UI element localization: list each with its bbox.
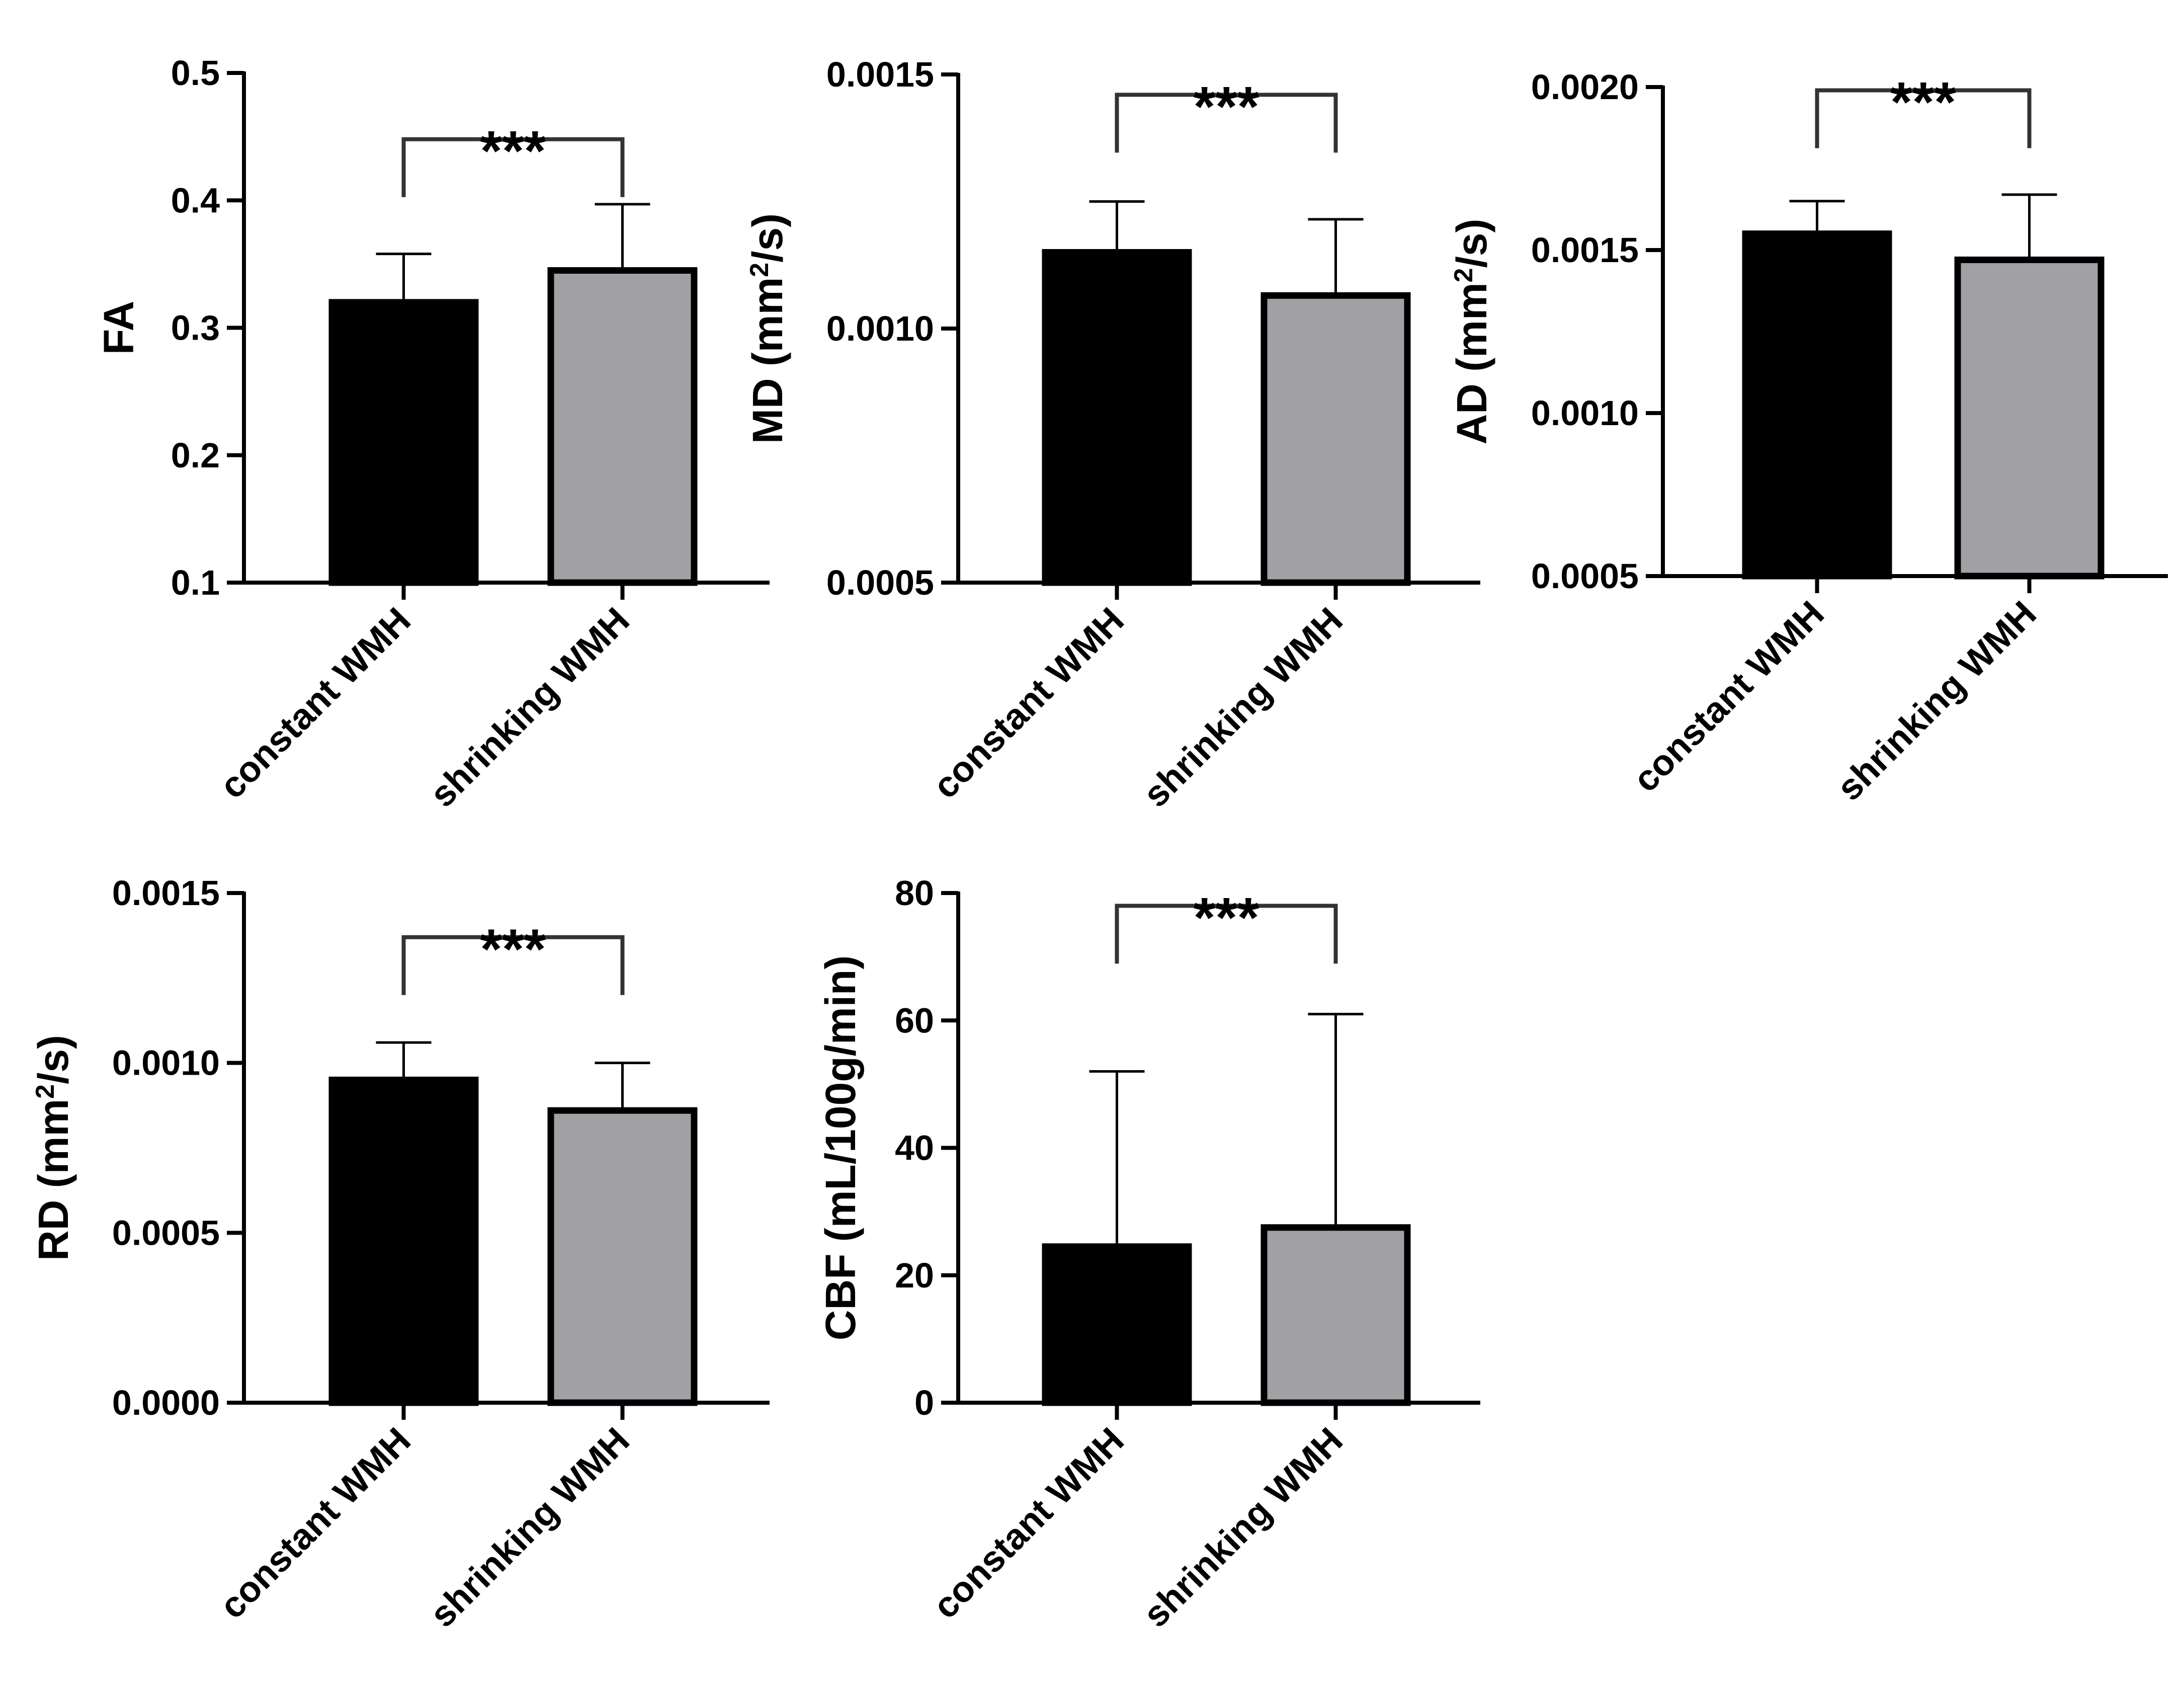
y-axis-title-main: MD (mm xyxy=(744,277,791,444)
y-tick-label: 0.0020 xyxy=(1531,67,1639,107)
y-axis-title-main: AD (mm xyxy=(1448,282,1495,444)
x-tick-label-constant-wmh: constant WMH xyxy=(212,600,418,806)
y-axis-title-superscript: 2 xyxy=(31,1084,60,1099)
x-tick-label-constant-wmh: constant WMH xyxy=(926,1420,1132,1627)
x-tick-label-constant-wmh: constant WMH xyxy=(212,1420,418,1627)
chart-panel-1: 0.1 0.2 0.3 0.4 0.5 constant WMH shrinking WMH… xyxy=(95,53,770,815)
bar-shrinking-wmh xyxy=(1261,292,1411,586)
chart-panel-4: 0.0000 0.0005 0.0010 0.0015 constant WMH shri… xyxy=(30,873,770,1635)
y-tick-label: 0.0015 xyxy=(112,873,220,913)
significance-bracket xyxy=(1815,88,2032,148)
y-axis-title-superscript: 2 xyxy=(1449,268,1478,283)
significance-bracket xyxy=(401,935,625,995)
bar-constant-wmh xyxy=(328,299,479,586)
bar-shrinking-wmh xyxy=(1954,256,2105,580)
y-tick-label: 0.4 xyxy=(171,181,220,220)
y-axis-title-main: FA xyxy=(95,301,142,355)
x-tick-label-shrinking-wmh: shrinking WMH xyxy=(1829,594,2044,809)
y-tick-label: 0.0005 xyxy=(1531,556,1639,596)
x-tick-label-constant-wmh: constant WMH xyxy=(1626,594,1832,800)
y-tick-label: 0.0015 xyxy=(1531,230,1639,270)
bar-constant-wmh xyxy=(1042,249,1192,586)
y-axis-title: FA xyxy=(95,301,142,355)
x-tick-label-shrinking-wmh: shrinking WMH xyxy=(1136,600,1351,815)
bar-shrinking-wmh xyxy=(1261,1224,1411,1406)
significance-bracket xyxy=(401,137,625,197)
y-axis-title: AD (mm2/s) xyxy=(1448,219,1495,445)
x-tick-label-shrinking-wmh: shrinking WMH xyxy=(423,1420,637,1635)
y-tick-label: 0.0015 xyxy=(826,55,934,94)
bar-constant-wmh xyxy=(1742,230,1892,580)
significance-bracket xyxy=(1115,904,1338,964)
chart-panel-5: 0 20 40 60 80 constant WMH shrinking WMH CBF (m… xyxy=(817,873,1480,1635)
y-tick-label: 40 xyxy=(895,1128,934,1168)
bar-constant-wmh xyxy=(328,1076,479,1406)
y-axis-title: CBF (mL/100g/min) xyxy=(817,955,864,1340)
bar-constant-wmh xyxy=(1042,1243,1192,1406)
bar-shrinking-wmh xyxy=(547,267,698,586)
y-tick-label: 0.0010 xyxy=(112,1043,220,1083)
significance-label: *** xyxy=(1194,75,1259,138)
y-axis-title-superscript: 2 xyxy=(745,263,774,277)
y-tick-label: 0.0010 xyxy=(1531,393,1639,433)
chart-panel-3: 0.0005 0.0010 0.0015 0.0020 constant WMHshri… xyxy=(1448,67,2168,809)
y-tick-label: 20 xyxy=(895,1256,934,1295)
y-axis-title-tail: /s) xyxy=(1448,219,1495,268)
chart-panel-2: 0.0005 0.0010 0.0015 constant WMH shrinking … xyxy=(744,55,1480,815)
significance-label: *** xyxy=(480,120,546,183)
y-tick-label: 0.0010 xyxy=(826,309,934,348)
y-tick-label: 80 xyxy=(895,873,934,913)
x-tick-label-shrinking-wmh: shrinking WMH xyxy=(1136,1420,1351,1635)
x-tick-label-shrinking-wmh: shrinking WMH xyxy=(423,600,637,815)
bar-shrinking-wmh xyxy=(547,1107,698,1406)
y-tick-label: 0.0000 xyxy=(112,1383,220,1422)
y-tick-label: 0.0005 xyxy=(112,1213,220,1252)
significance-label: *** xyxy=(1890,70,1956,133)
y-tick-label: 0.3 xyxy=(171,308,220,348)
y-tick-label: 0.1 xyxy=(171,563,220,602)
y-tick-label: 0.5 xyxy=(171,53,220,93)
y-axis-title-tail: /s) xyxy=(744,213,791,263)
significance-bracket xyxy=(1115,93,1338,153)
y-axis-title: RD (mm2/s) xyxy=(30,1035,77,1261)
y-axis-title-main: CBF (mL/100g/min) xyxy=(817,955,864,1340)
significance-label: *** xyxy=(1194,886,1259,949)
y-tick-label: 0 xyxy=(914,1383,934,1422)
y-axis-title-main: RD (mm xyxy=(30,1099,77,1261)
y-axis-title: MD (mm2/s) xyxy=(744,213,791,444)
significance-label: *** xyxy=(480,918,546,981)
y-tick-label: 0.0005 xyxy=(826,563,934,602)
y-tick-label: 60 xyxy=(895,1001,934,1040)
y-tick-label: 0.2 xyxy=(171,436,220,475)
y-axis-title-tail: /s) xyxy=(30,1035,77,1084)
x-tick-label-constant-wmh: constant WMH xyxy=(926,600,1132,806)
